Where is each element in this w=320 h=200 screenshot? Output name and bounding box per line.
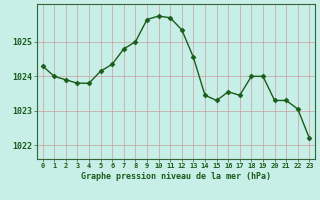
X-axis label: Graphe pression niveau de la mer (hPa): Graphe pression niveau de la mer (hPa) [81, 172, 271, 181]
